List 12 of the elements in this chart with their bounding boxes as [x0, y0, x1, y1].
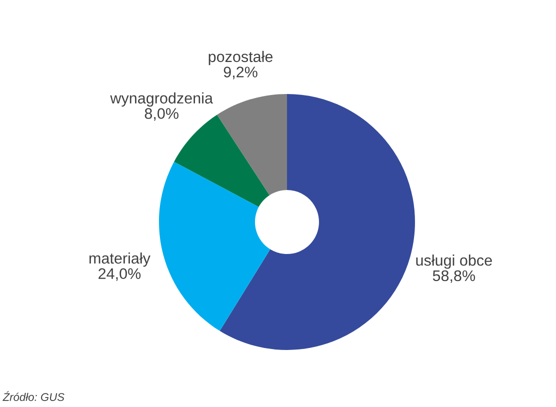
data-label: 58,8% [432, 270, 476, 283]
data-label: 24,0% [98, 268, 141, 281]
donut-slice [220, 94, 415, 350]
slice-label: materiały [89, 252, 150, 267]
slice-label: wynagrodzenia [110, 92, 213, 107]
donut-slice [217, 94, 287, 196]
data-label: 9,2% [224, 66, 258, 80]
donut-slice [159, 162, 270, 331]
slice-label: usługi obce [416, 254, 492, 269]
data-label: 8,0% [144, 108, 178, 121]
text: Źródło: GUS [2, 391, 64, 402]
slice-label: pozostałe [208, 50, 273, 66]
